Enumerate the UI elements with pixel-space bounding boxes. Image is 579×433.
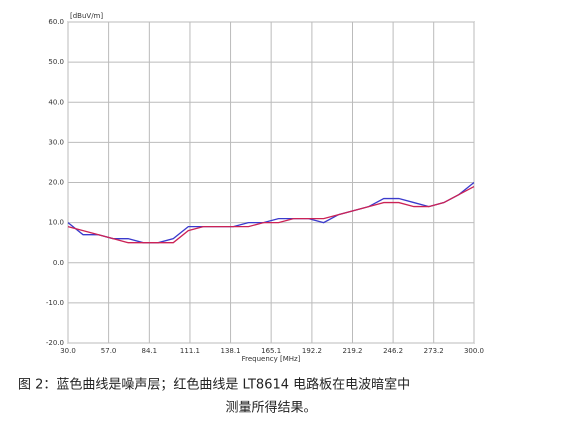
y-tick-label: 20.0 xyxy=(48,179,64,187)
series-line xyxy=(67,181,475,244)
y-tick-label: -20.0 xyxy=(46,339,64,347)
x-tick-label: 165.1 xyxy=(261,347,281,355)
y-tick-label: 40.0 xyxy=(48,98,64,106)
caption-line: 图 2：蓝色曲线是噪声层；红色曲线是 LT8614 电路板在电波暗室中 xyxy=(18,377,410,393)
x-tick-label: 273.2 xyxy=(424,347,444,355)
x-tick-label: 138.1 xyxy=(221,347,241,355)
y-tick-label: 50.0 xyxy=(48,58,64,66)
x-tick-label: 30.0 xyxy=(60,347,76,355)
x-tick-label: 192.2 xyxy=(302,347,322,355)
x-tick-label: 111.1 xyxy=(180,347,200,355)
x-tick-label: 300.0 xyxy=(464,347,484,355)
x-tick-label: 246.2 xyxy=(383,347,403,355)
y-tick-label: 10.0 xyxy=(48,219,64,227)
x-axis-label: Frequency [MHz] xyxy=(242,355,301,363)
y-tick-label: 60.0 xyxy=(48,18,64,26)
y-axis-label: [dBuV/m] xyxy=(70,12,103,20)
series-line xyxy=(67,185,475,244)
x-tick-label: 84.1 xyxy=(142,347,158,355)
caption-line: 测量所得结果。 xyxy=(225,400,316,416)
y-tick-label: 0.0 xyxy=(53,259,64,267)
x-tick-label: 219.2 xyxy=(342,347,362,355)
y-tick-label: -10.0 xyxy=(46,299,64,307)
y-tick-label: 30.0 xyxy=(48,138,64,146)
x-tick-label: 57.0 xyxy=(101,347,117,355)
